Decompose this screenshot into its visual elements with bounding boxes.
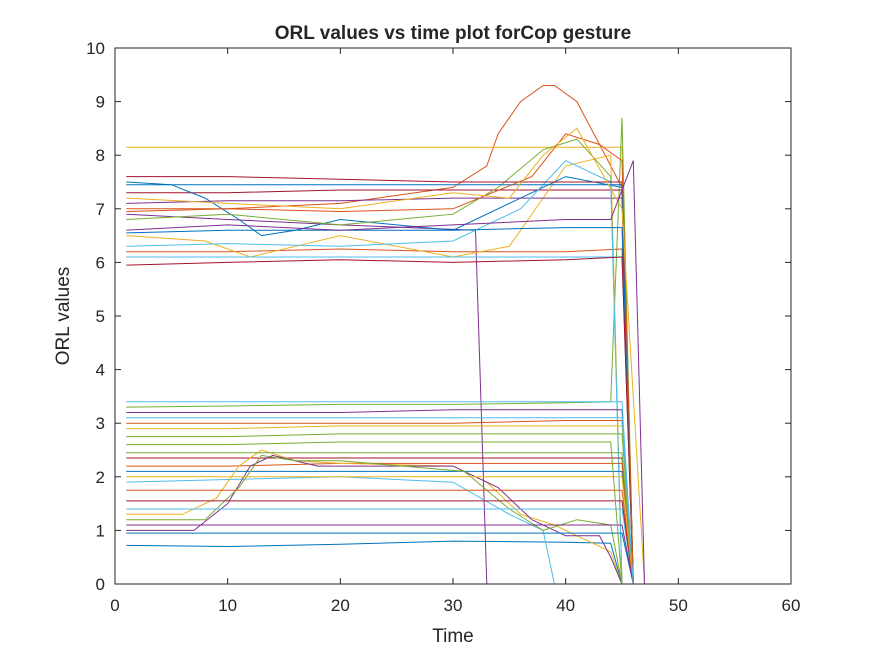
x-tick-label: 10 <box>218 596 237 615</box>
y-tick-label: 4 <box>96 361 105 380</box>
series-line-10 <box>126 154 623 585</box>
y-tick-label: 5 <box>96 307 105 326</box>
series-line-8 <box>126 176 634 585</box>
y-tick-label: 10 <box>86 39 105 58</box>
x-tick-label: 0 <box>110 596 119 615</box>
x-axis-label: Time <box>432 626 474 647</box>
y-tick-label: 7 <box>96 200 105 219</box>
series-line-19 <box>126 433 634 585</box>
series-line-14 <box>126 176 634 585</box>
series-line-36 <box>126 184 634 585</box>
x-tick-label: 40 <box>556 596 575 615</box>
series-line-38 <box>126 127 645 585</box>
y-tick-label: 6 <box>96 253 105 272</box>
series-line-41 <box>126 417 634 585</box>
series-line-28 <box>126 500 634 585</box>
y-tick-label: 0 <box>96 575 105 594</box>
series-line-39 <box>126 160 645 585</box>
series-line-37 <box>126 133 634 585</box>
series-line-5 <box>126 117 634 585</box>
x-tick-label: 20 <box>331 596 350 615</box>
y-tick-label: 8 <box>96 146 105 165</box>
series-line-23 <box>126 462 634 585</box>
series-line-40 <box>126 441 623 585</box>
y-tick-label: 3 <box>96 414 105 433</box>
series-line-12 <box>126 138 623 585</box>
series-line-25 <box>126 454 623 585</box>
plot-box <box>114 47 792 585</box>
axis-layer: 0 10 20 30 40 50 60 0 1 2 3 4 5 6 7 8 9 10 <box>86 39 800 615</box>
series-line-35 <box>126 256 634 585</box>
chart-title: ORL values vs time plot forCop gesture <box>275 23 632 44</box>
series-line-3 <box>126 146 634 585</box>
series-line-29 <box>126 532 634 585</box>
series-line-9 <box>126 248 634 585</box>
series-line-26 <box>126 454 623 585</box>
x-tick-label: 50 <box>669 596 688 615</box>
y-axis-label: ORL values <box>53 267 74 366</box>
series-line-20 <box>126 401 634 585</box>
series-layer <box>126 85 735 585</box>
x-tick-label: 30 <box>444 596 463 615</box>
y-tick-label: 2 <box>96 468 105 487</box>
series-line-18 <box>126 409 634 585</box>
series-line-22 <box>126 470 634 585</box>
series-line-32 <box>126 524 634 585</box>
y-tick-label: 1 <box>96 521 105 540</box>
series-line-33 <box>126 452 634 585</box>
series-line-24 <box>126 449 623 585</box>
series-line-31 <box>126 476 634 585</box>
series-line-30 <box>126 489 634 585</box>
series-line-13 <box>126 159 623 585</box>
y-tick-label: 9 <box>96 93 105 112</box>
series-line-27 <box>126 508 634 585</box>
series-line-15 <box>126 227 634 585</box>
x-tick-label: 60 <box>782 596 801 615</box>
series-line-17 <box>126 425 634 585</box>
